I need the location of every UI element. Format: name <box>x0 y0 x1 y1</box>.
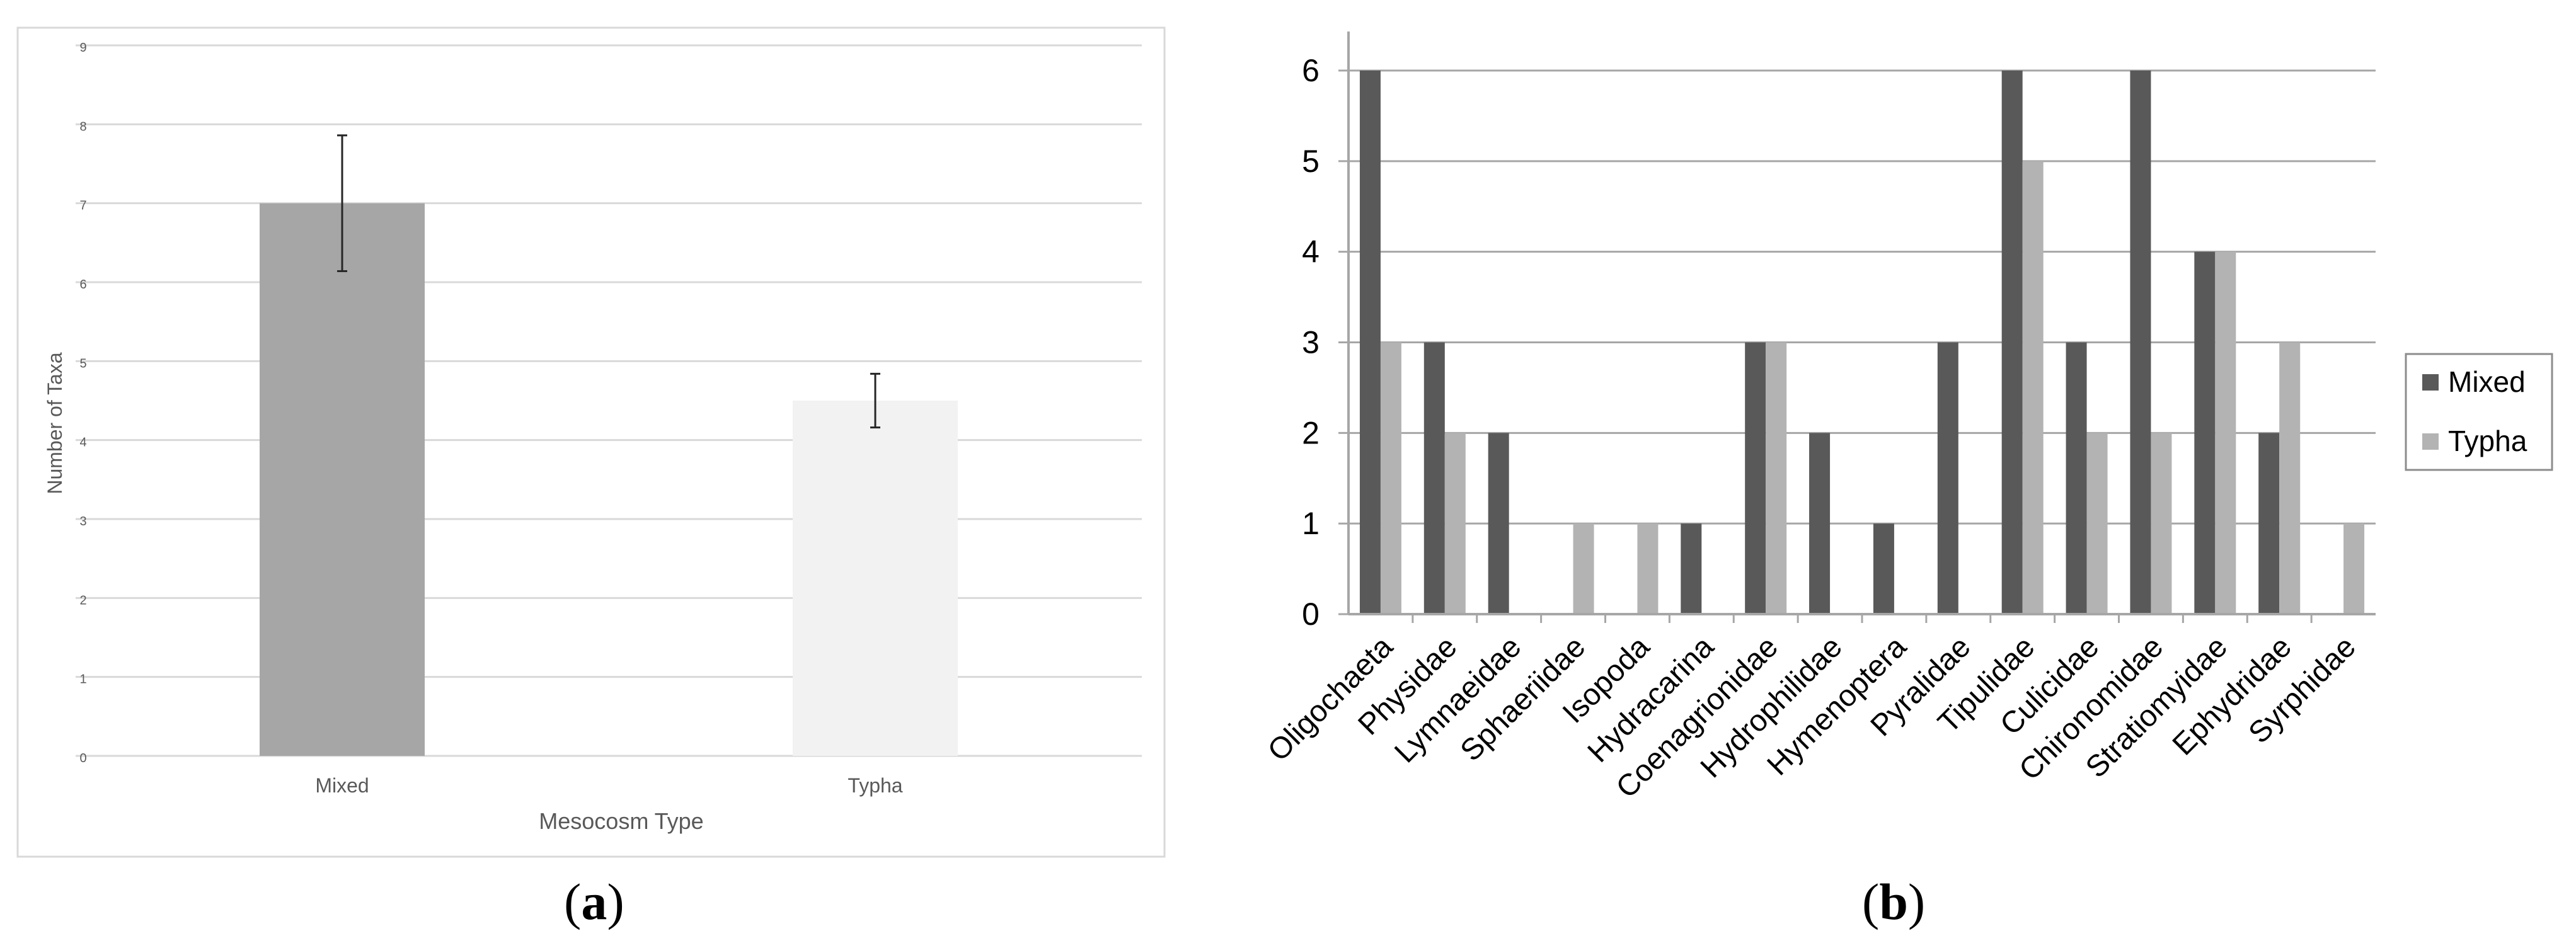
bar-mixed-coenagrionidae <box>1745 342 1766 614</box>
bar-typha-sphaeriidae <box>1573 523 1594 614</box>
bar-mixed-oligochaeta <box>1359 71 1381 614</box>
chart-b-legend: Mixed Typha <box>2405 353 2553 471</box>
y-tick-label: 5 <box>1302 144 1320 179</box>
bar-mixed-hydrophilidae <box>1809 433 1831 614</box>
y-tick-label: 0 <box>1302 597 1320 632</box>
legend-label-typha: Typha <box>2448 425 2527 457</box>
bar-typha-isopoda <box>1637 523 1659 614</box>
y-tick-label: 1 <box>79 673 86 687</box>
chart-a-y-axis-label: Number of Taxa <box>43 352 66 494</box>
y-tick-label: 0 <box>79 751 86 765</box>
bar-typha-chironomidae <box>2151 433 2172 614</box>
bar-mixed-stratiomyidae <box>2194 251 2216 615</box>
bar-typha-stratiomyidae <box>2215 251 2236 615</box>
legend-box <box>2405 353 2553 471</box>
y-tick-label: 6 <box>79 278 86 292</box>
y-tick-label: 4 <box>1302 234 1320 270</box>
bar-mixed-pyralidae <box>1937 342 1958 614</box>
caption-a: (a) <box>564 873 624 930</box>
caption-a-letter: a <box>581 873 607 930</box>
caption-b: (b) <box>1862 873 1926 930</box>
y-tick-label: 2 <box>79 593 86 607</box>
bar-mixed-lymnaeidae <box>1488 433 1509 614</box>
bar-mixed-chironomidae <box>2130 71 2151 614</box>
chart-a-bars <box>260 203 958 757</box>
y-tick-label: 9 <box>79 41 86 55</box>
chart-b-y-tick-labels: 0 1 2 3 4 5 6 <box>1302 53 1320 632</box>
bar-typha <box>793 401 958 756</box>
caption-b-letter: b <box>1879 873 1908 930</box>
bar-typha-coenagrionidae <box>1766 342 1787 614</box>
bar-mixed <box>260 203 425 757</box>
bar-typha-physidae <box>1444 433 1466 614</box>
y-tick-label: 3 <box>1302 325 1320 360</box>
bar-mixed-culicidae <box>2066 342 2087 614</box>
chart-a-x-tick-labels: Mixed Typha <box>315 774 902 797</box>
y-tick-label: 7 <box>79 199 86 213</box>
y-tick-label: 5 <box>79 357 86 370</box>
chart-a-gridlines <box>76 44 1142 757</box>
y-tick-label: 1 <box>1302 506 1320 541</box>
chart-panel-a: 0 1 2 3 4 5 6 7 8 9 Mixed Typha Mesocosm Type Numb… <box>16 26 1166 858</box>
bar-typha-syrphidae <box>2343 523 2365 614</box>
chart-b-bars <box>1359 71 2365 615</box>
chart-a-error-bars <box>337 134 880 429</box>
bar-mixed-tipulidae <box>2001 71 2023 614</box>
legend-swatch-mixed <box>2422 374 2439 391</box>
x-tick-label: Mixed <box>315 774 369 797</box>
bar-mixed-physidae <box>1423 342 1445 614</box>
chart-a-y-tick-labels: 0 1 2 3 4 5 6 7 8 9 <box>79 41 86 765</box>
y-tick-label: 3 <box>79 515 86 528</box>
chart-a-frame <box>16 26 1166 858</box>
bar-typha-ephydridae <box>2279 342 2301 614</box>
bar-typha-culicidae <box>2086 433 2108 614</box>
y-tick-label: 4 <box>79 436 86 450</box>
bar-typha-tipulidae <box>2022 161 2044 615</box>
chart-panel-b: 0 1 2 3 4 5 6 OligochaetaPhysidaeLymnaeidaeSph… <box>1262 31 2553 804</box>
chart-b-x-tick-labels: OligochaetaPhysidaeLymnaeidaeSphaeriidae… <box>1262 630 2362 804</box>
legend-swatch-typha <box>2422 433 2439 450</box>
y-tick-label: 8 <box>79 120 86 134</box>
y-tick-label: 2 <box>1302 415 1320 450</box>
chart-a-x-axis-label: Mesocosm Type <box>539 808 703 834</box>
x-tick-label: Typha <box>848 774 902 797</box>
bar-mixed-hymenoptera <box>1873 523 1894 614</box>
bar-typha-oligochaeta <box>1380 342 1401 614</box>
y-tick-label: 6 <box>1302 53 1320 88</box>
bar-mixed-hydracarina <box>1681 523 1702 614</box>
bar-mixed-ephydridae <box>2258 433 2280 614</box>
legend-label-mixed: Mixed <box>2448 365 2526 398</box>
